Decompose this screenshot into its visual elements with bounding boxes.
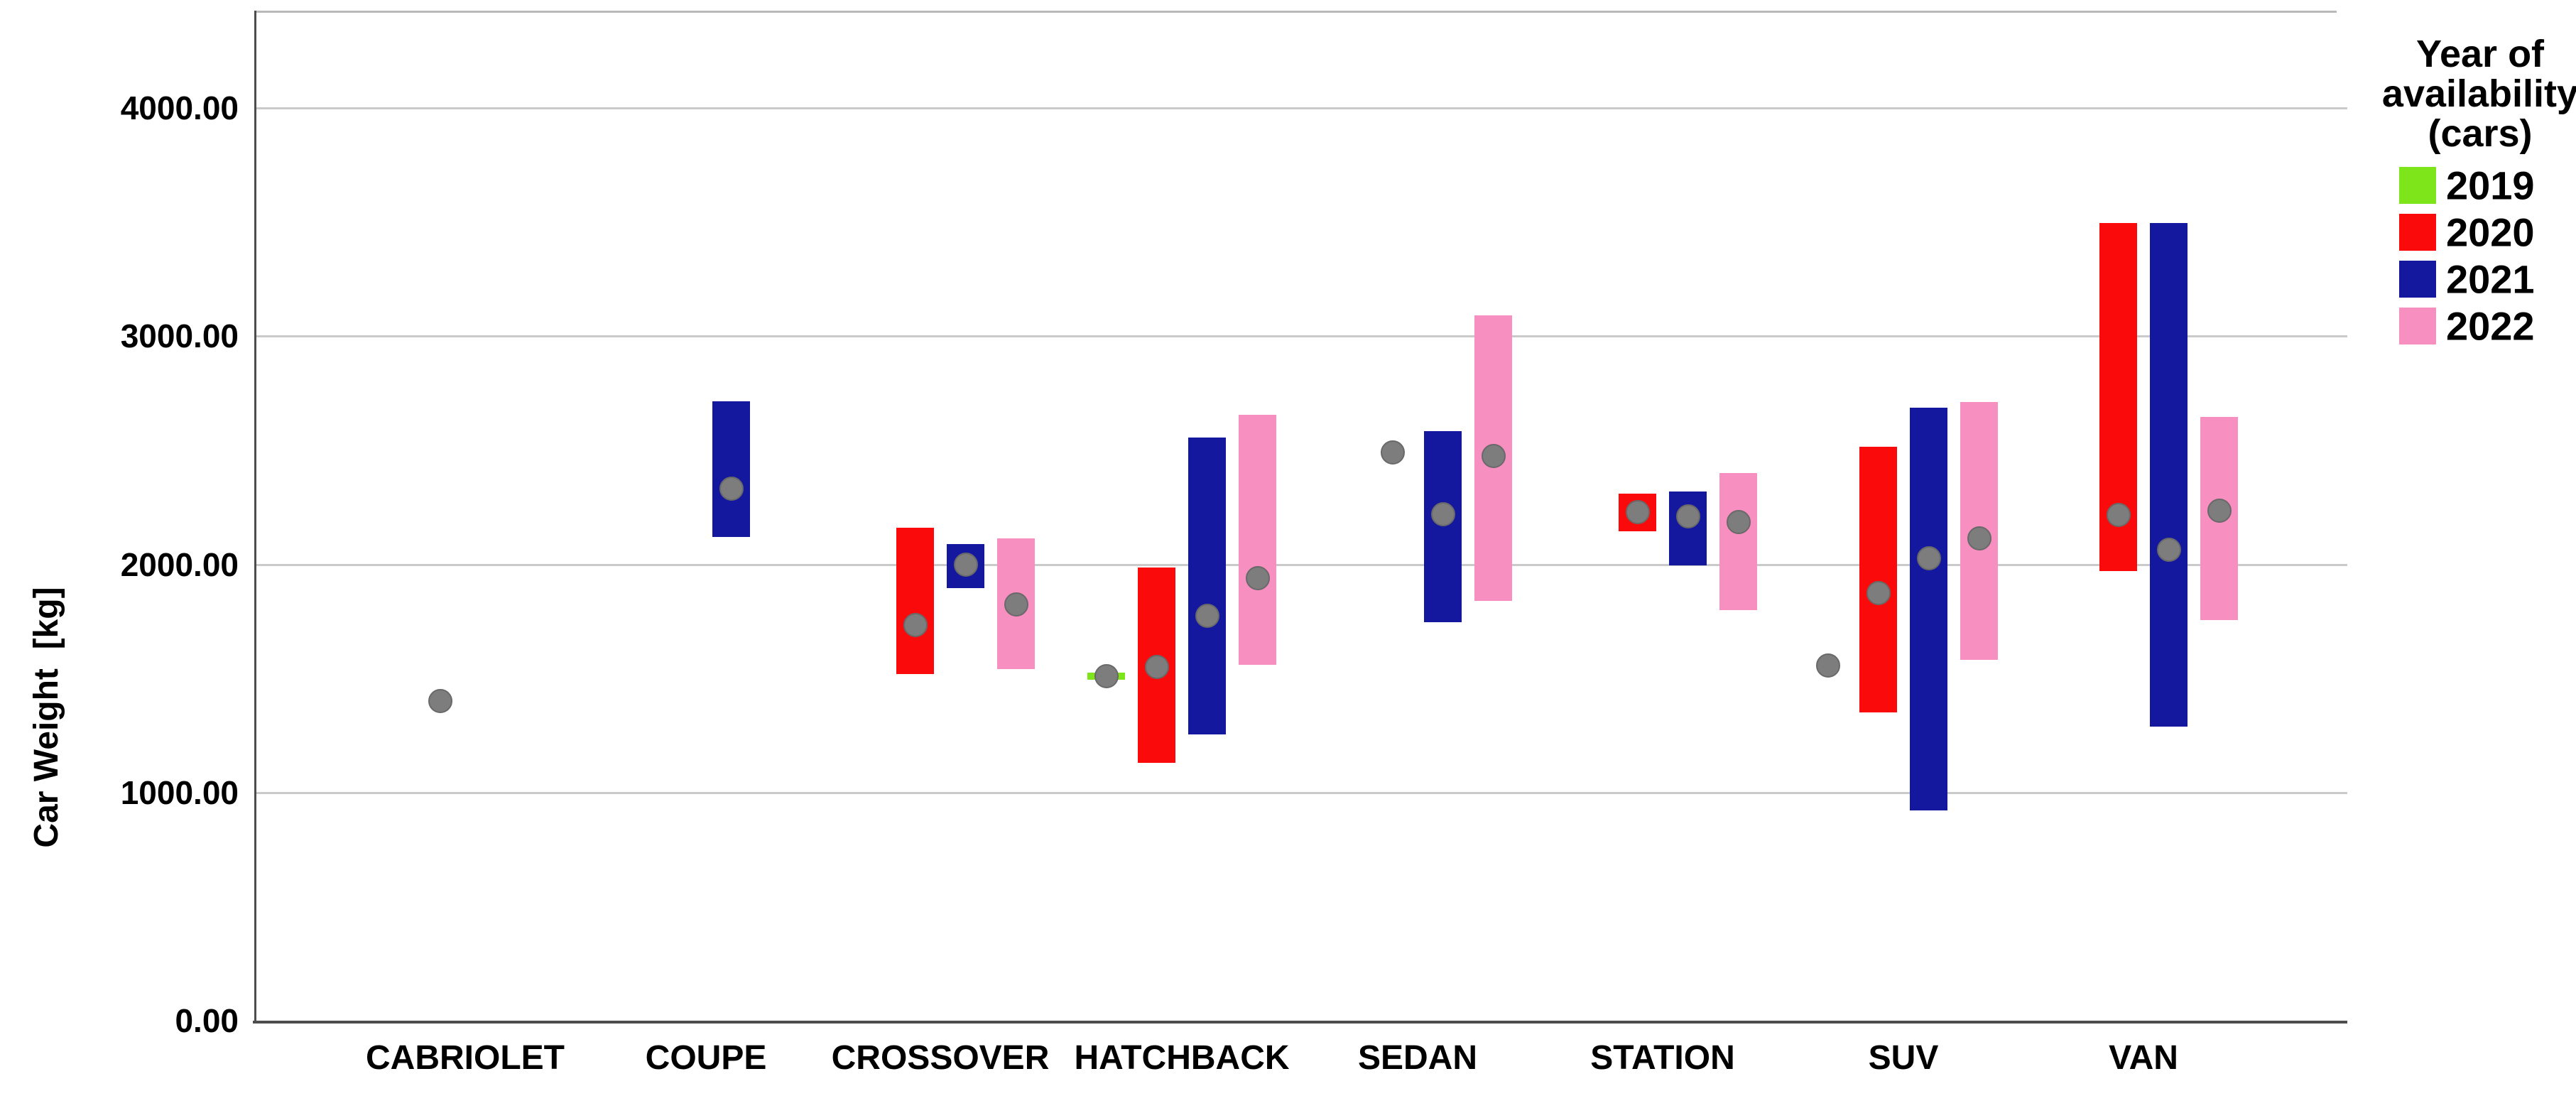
- x-category-label-hatchback: HATCHBACK: [1074, 1039, 1290, 1077]
- plot-top-frame-line: [256, 11, 2337, 13]
- mean-dot-crossover-2021: [953, 552, 978, 577]
- y-tick-label-0: 0.00: [175, 1002, 239, 1039]
- mean-dot-suv-2022: [1967, 526, 1991, 550]
- bar-van-2021: [2150, 223, 2188, 727]
- bar-suv-2021: [1910, 408, 1947, 811]
- mean-dot-hatchback-2019: [1094, 663, 1119, 688]
- bar-sedan-2021: [1424, 430, 1462, 623]
- mean-dot-suv-2021: [1916, 546, 1941, 571]
- legend-title-line-3: (cars): [2428, 112, 2533, 155]
- mean-dot-suv-2019: [1815, 653, 1840, 678]
- mean-dot-cabriolet-2020: [428, 689, 452, 714]
- y-tick-label-1000: 1000.00: [120, 773, 239, 811]
- gridline-2000: [256, 563, 2347, 566]
- y-tick-label-4000: 4000.00: [120, 89, 239, 126]
- mean-dot-sedan-2021: [1430, 501, 1455, 526]
- x-category-label-van: VAN: [2109, 1039, 2178, 1077]
- legend-label-2022: 2022: [2446, 303, 2535, 349]
- bar-crossover-2020: [896, 528, 934, 674]
- mean-dot-van-2021: [2156, 537, 2181, 562]
- mean-dot-station-2020: [1625, 499, 1650, 524]
- y-tick-label-3000: 3000.00: [120, 317, 239, 355]
- y-tick-label-2000: 2000.00: [120, 545, 239, 583]
- gridline-3000: [256, 335, 2347, 338]
- legend-label-2019: 2019: [2446, 163, 2535, 208]
- mean-dot-van-2022: [2207, 499, 2232, 523]
- mean-dot-crossover-2022: [1004, 592, 1028, 617]
- x-category-label-cabriolet: CABRIOLET: [366, 1039, 565, 1077]
- mean-dot-sedan-2020: [1380, 440, 1405, 465]
- mean-dot-suv-2020: [1866, 580, 1891, 605]
- bar-hatchback-2022: [1239, 415, 1276, 665]
- mean-dot-hatchback-2022: [1245, 565, 1270, 590]
- mean-dot-sedan-2022: [1481, 443, 1506, 468]
- bar-suv-2020: [1859, 447, 1897, 713]
- mean-dot-coupe-2021: [719, 477, 744, 501]
- legend-swatch-2022: [2399, 308, 2436, 344]
- x-axis-line: [253, 1021, 2347, 1024]
- legend-title-line-2: availability: [2381, 72, 2576, 115]
- legend-swatch-2020: [2399, 214, 2436, 251]
- legend-swatch-2019: [2399, 167, 2436, 204]
- mean-dot-hatchback-2020: [1144, 655, 1169, 680]
- mean-dot-crossover-2020: [903, 612, 928, 637]
- x-category-label-crossover: CROSSOVER: [831, 1039, 1050, 1077]
- mean-dot-station-2022: [1726, 510, 1751, 535]
- mean-dot-hatchback-2021: [1195, 603, 1219, 628]
- bar-station-2022: [1719, 473, 1757, 610]
- y-axis-line: [254, 11, 256, 1024]
- x-category-label-sedan: SEDAN: [1357, 1039, 1478, 1077]
- x-category-label-coupe: COUPE: [645, 1039, 767, 1077]
- gridline-1000: [256, 791, 2347, 794]
- legend-title-line-1: Year of: [2415, 33, 2545, 75]
- legend-label-2021: 2021: [2446, 256, 2535, 302]
- x-category-label-station: STATION: [1590, 1039, 1735, 1077]
- legend-swatch-2021: [2399, 261, 2436, 298]
- bar-hatchback-2021: [1188, 438, 1226, 734]
- mean-dot-van-2020: [2106, 503, 2131, 528]
- legend-label-2020: 2020: [2446, 210, 2535, 255]
- bar-coupe-2021: [712, 401, 750, 537]
- x-category-label-suv: SUV: [1868, 1039, 1939, 1077]
- mean-dot-station-2021: [1675, 504, 1700, 529]
- gridline-4000: [256, 107, 2347, 109]
